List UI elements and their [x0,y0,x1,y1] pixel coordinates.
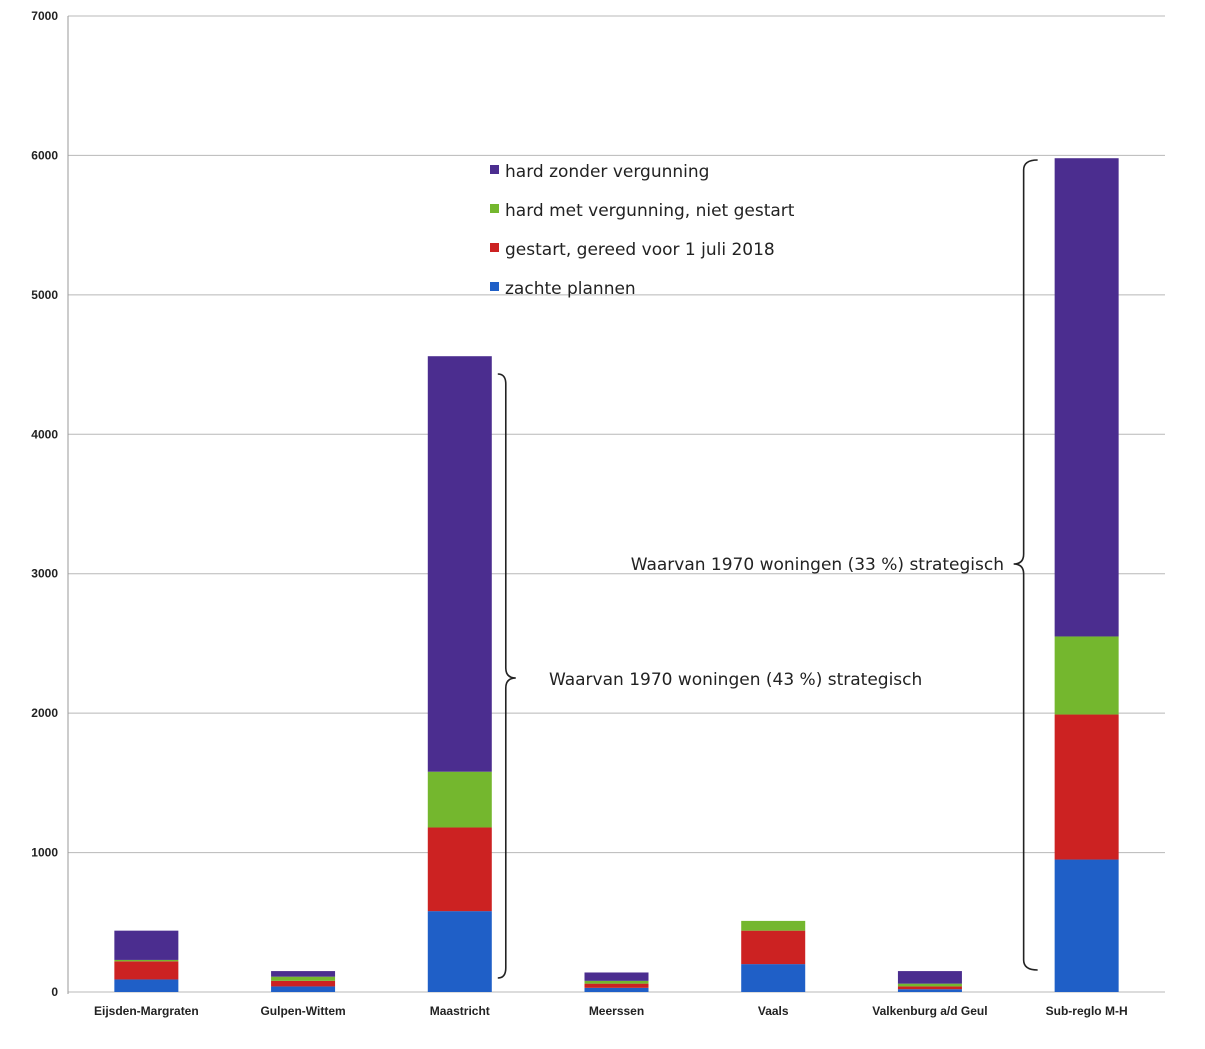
bar-segment [427,827,492,912]
y-tick-label: 5000 [31,288,58,302]
x-category-label: Maastricht [430,1004,490,1018]
bar-segment [1054,158,1119,637]
bar-segment [114,930,179,960]
y-tick-label: 1000 [31,846,58,860]
legend: hard zonder vergunning hard met vergunnin… [490,162,795,299]
x-category-label: Gulpen-Wittem [260,1004,345,1018]
bar-segment [584,987,649,992]
bar-segment [271,976,336,981]
x-category-label: Sub-reglo M-H [1046,1004,1128,1018]
annotation-label: Waarvan 1970 woningen (33 %) strategisch [631,555,1004,575]
bar-segment [741,964,806,992]
legend-label: hard zonder vergunning [505,162,709,182]
x-category-label: Eijsden-Margraten [94,1004,199,1018]
legend-label: hard met vergunning, niet gestart [505,201,795,221]
bar-segment [271,980,336,987]
bar-segment [271,986,336,992]
legend-label: gestart, gereed voor 1 juli 2018 [505,240,775,260]
bar-segment [427,356,492,772]
y-tick-label: 4000 [31,427,58,441]
legend-label: zachte plannen [505,279,636,299]
bar-segment [741,920,806,931]
annotations: Waarvan 1970 woningen (43 %) strategisch… [497,159,1038,979]
legend-swatch [490,243,499,252]
bar-segment [897,986,962,990]
bar-segment [114,959,179,962]
y-axis-ticks: 0 1000 2000 3000 4000 5000 6000 7000 [31,9,58,999]
x-axis-categories: Eijsden-Margraten Gulpen-Wittem Maastricht… [94,1004,1128,1018]
bar-segment [897,989,962,992]
bar-segment [897,971,962,984]
bar-segment [1054,636,1119,715]
bar-segment [114,979,179,992]
y-tick-label: 7000 [31,9,58,23]
bar-segment [897,983,962,987]
bar-segment [427,911,492,992]
bar-segment [741,930,806,965]
y-tick-label: 0 [51,985,58,999]
x-category-label: Meerssen [589,1004,644,1018]
x-category-label: Vaals [758,1004,789,1018]
bar-segment [584,972,649,981]
bar-segment [427,771,492,828]
legend-swatch [490,282,499,291]
bar-segment [1054,714,1119,860]
bars [114,158,1119,992]
grid-lines [68,15,1165,993]
curly-brace [497,373,516,979]
x-category-label: Valkenburg a/d Geul [872,1004,987,1018]
bar-segment [1054,859,1119,992]
legend-swatch [490,204,499,213]
curly-brace [1013,159,1038,971]
annotation-label: Waarvan 1970 woningen (43 %) strategisch [549,670,922,690]
y-tick-label: 2000 [31,706,58,720]
bar-segment [584,980,649,984]
bar-segment [114,961,179,980]
y-tick-label: 6000 [31,148,58,162]
legend-swatch [490,165,499,174]
bar-segment [271,971,336,977]
y-tick-label: 3000 [31,567,58,581]
bar-segment [584,983,649,988]
